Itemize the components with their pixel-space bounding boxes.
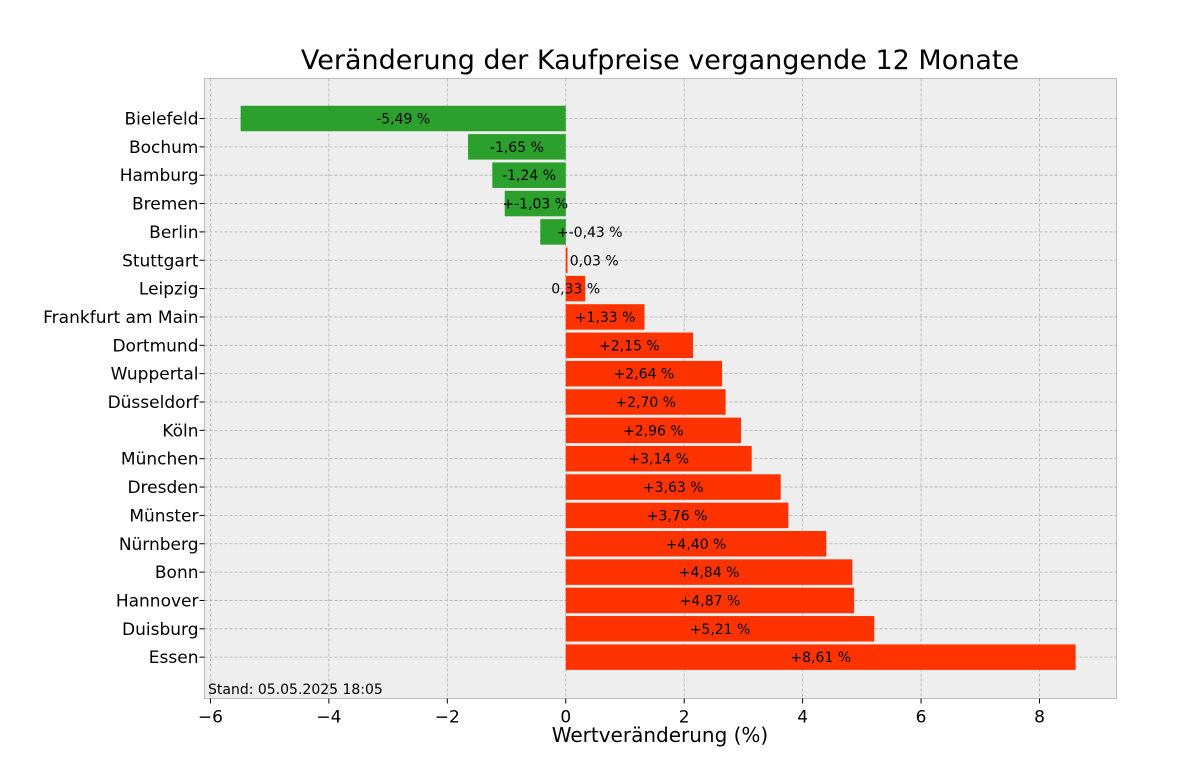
category-label: Bochum — [129, 138, 199, 158]
category-label: Nürnberg — [119, 535, 199, 555]
category-label: Bremen — [132, 195, 199, 215]
bar — [240, 105, 566, 132]
data-labels: -5,49 % -1,65 % -1,24 % +-1,03 % +-0,43 % 0,0… — [376, 112, 851, 667]
bar — [540, 219, 566, 245]
data-label: -1,24 % — [502, 168, 556, 184]
bar — [565, 360, 723, 387]
data-label: -5,49 % — [376, 112, 430, 128]
bar — [468, 134, 566, 160]
category-label: Stuttgart — [122, 251, 199, 271]
category-label: Essen — [149, 648, 199, 668]
bar — [565, 531, 827, 557]
data-label: +2,96 % — [623, 423, 684, 439]
x-tick-label: 2 — [679, 708, 690, 728]
chart-title: Veränderung der Kaufpreise vergangende 1… — [301, 45, 1019, 76]
category-label: Hannover — [116, 591, 199, 611]
category-label: Leipzig — [139, 280, 199, 300]
x-tick-label: −6 — [198, 708, 223, 728]
grid — [204, 78, 1117, 699]
category-label: Bielefeld — [125, 110, 199, 130]
data-label: +3,14 % — [628, 452, 689, 468]
data-label: 0,03 % — [570, 253, 619, 269]
bars — [240, 105, 1076, 670]
bar — [565, 304, 645, 330]
category-label: München — [121, 450, 199, 470]
data-label: +1,33 % — [575, 310, 636, 326]
data-label: -1,65 % — [490, 140, 544, 156]
category-label: Hamburg — [120, 166, 199, 186]
category-label: Berlin — [149, 223, 198, 243]
x-tick-label: −2 — [435, 708, 460, 728]
bar — [565, 389, 726, 415]
data-label: +3,76 % — [647, 508, 708, 524]
x-tick-label: −4 — [316, 708, 341, 728]
bar — [565, 275, 586, 302]
x-tick-label: 8 — [1034, 708, 1045, 728]
x-axis-label: Wertveränderung (%) — [552, 723, 769, 747]
x-tick-label: 4 — [797, 708, 808, 728]
category-label: Münster — [129, 506, 198, 526]
bar — [565, 644, 1076, 670]
data-label: +-0,43 % — [557, 225, 623, 241]
data-label: +4,87 % — [680, 593, 741, 609]
bar — [565, 502, 789, 529]
category-label: Bonn — [155, 563, 199, 583]
category-label: Duisburg — [122, 620, 199, 640]
category-label: Düsseldorf — [108, 393, 200, 413]
data-label: +2,70 % — [615, 395, 676, 411]
bar — [565, 332, 694, 359]
x-axis-ticks: −6 −4 −2 0 2 4 6 8 — [198, 698, 1045, 728]
data-label: +4,84 % — [679, 565, 740, 581]
data-label: +5,21 % — [690, 622, 751, 638]
bar — [504, 190, 566, 217]
bar — [565, 417, 742, 444]
x-tick-label: 6 — [916, 708, 927, 728]
data-label: 0,33 % — [551, 282, 600, 298]
bar — [565, 247, 568, 273]
timestamp-annotation: Stand: 05.05.2025 18:05 — [208, 682, 383, 698]
bar — [565, 445, 752, 472]
data-label: +2,15 % — [599, 338, 660, 354]
category-labels: Bielefeld Bochum Hamburg Bremen Berlin Stuttg… — [43, 110, 205, 668]
bar — [565, 474, 781, 500]
data-label: +-1,03 % — [502, 197, 568, 213]
bar — [565, 559, 853, 585]
category-label: Frankfurt am Main — [43, 308, 198, 328]
category-label: Dortmund — [112, 336, 198, 356]
data-label: +4,40 % — [666, 537, 727, 553]
bar — [565, 616, 875, 642]
x-tick-label: 0 — [560, 708, 571, 728]
data-label: +3,63 % — [643, 480, 704, 496]
data-label: +8,61 % — [790, 650, 851, 666]
category-label: Köln — [162, 421, 198, 441]
bar — [565, 587, 855, 614]
category-label: Dresden — [127, 478, 198, 498]
category-label: Wuppertal — [111, 365, 199, 385]
data-label: +2,64 % — [614, 367, 675, 383]
bar — [492, 162, 566, 188]
